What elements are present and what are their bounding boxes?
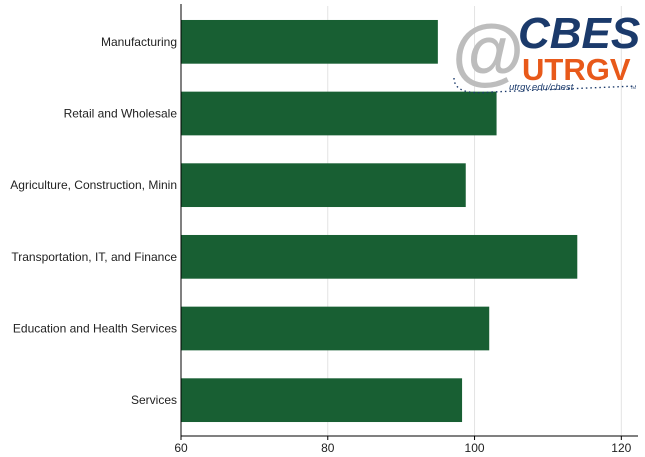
logo-dotted-arc [453,77,637,94]
category-labels: Manufacturing Retail and Wholesale Agricul… [10,35,177,407]
logo-at-symbol: @ [452,9,524,92]
category-label: Manufacturing [101,35,177,49]
x-tick-label: 120 [611,441,631,455]
axes: 60 80 100 120 [174,4,638,455]
logo-url-text: utrgv.edu/cbest [509,82,574,93]
logo-main-text: CBESt [518,9,642,58]
category-label: Retail and Wholesale [64,107,178,121]
logo-sub-text: UTRGV [522,52,631,87]
x-tick-label: 100 [465,441,485,455]
bar-5 [181,378,463,423]
grid-lines [327,6,622,436]
logo-tm-mark: TM [630,85,636,90]
bar-0 [181,19,438,64]
x-tick-label: 60 [174,441,188,455]
category-label: Transportation, IT, and Finance [11,250,177,264]
bar-4 [181,306,490,351]
bar-1 [181,91,497,136]
category-label: Education and Health Services [13,322,177,336]
x-tick-label: 80 [321,441,335,455]
cbest-utrgv-logo: @ CBESt UTRGV utrgv.edu/cbest TM [452,8,642,94]
bar-2 [181,163,466,208]
bar-3 [181,234,578,279]
category-label: Agriculture, Construction, Minin [10,178,177,192]
category-label: Services [131,393,177,407]
bars [181,19,578,423]
